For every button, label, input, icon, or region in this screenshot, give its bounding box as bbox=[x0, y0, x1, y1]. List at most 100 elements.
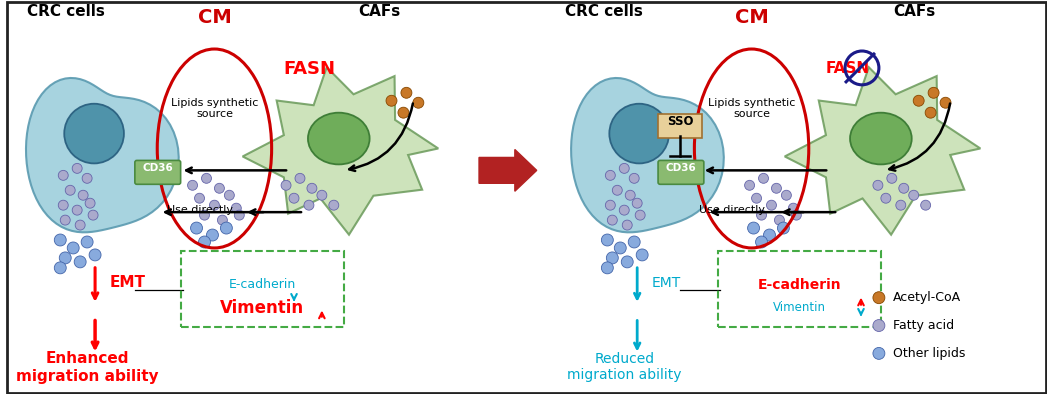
Circle shape bbox=[612, 185, 622, 195]
Circle shape bbox=[873, 181, 883, 190]
Circle shape bbox=[235, 210, 244, 220]
Polygon shape bbox=[26, 78, 179, 232]
Circle shape bbox=[82, 236, 93, 248]
Circle shape bbox=[788, 203, 798, 213]
Circle shape bbox=[606, 252, 619, 264]
Text: SSO: SSO bbox=[667, 115, 693, 128]
Circle shape bbox=[88, 210, 98, 220]
Polygon shape bbox=[243, 67, 439, 235]
Circle shape bbox=[748, 222, 759, 234]
Text: Fatty acid: Fatty acid bbox=[893, 319, 954, 332]
Circle shape bbox=[605, 170, 616, 181]
Circle shape bbox=[744, 181, 755, 190]
FancyArrow shape bbox=[480, 149, 537, 191]
Circle shape bbox=[289, 193, 299, 203]
Circle shape bbox=[896, 200, 906, 210]
Circle shape bbox=[757, 210, 766, 220]
Circle shape bbox=[89, 249, 102, 261]
Circle shape bbox=[887, 173, 897, 183]
Text: Vimentin: Vimentin bbox=[220, 299, 305, 317]
Circle shape bbox=[772, 183, 781, 193]
Circle shape bbox=[607, 215, 618, 225]
Ellipse shape bbox=[64, 104, 124, 164]
Circle shape bbox=[625, 190, 636, 200]
Text: Acetyl-CoA: Acetyl-CoA bbox=[893, 291, 961, 304]
Circle shape bbox=[763, 229, 776, 241]
Ellipse shape bbox=[850, 113, 912, 164]
Circle shape bbox=[221, 222, 232, 234]
Circle shape bbox=[873, 320, 885, 331]
Text: Use directly: Use directly bbox=[166, 205, 232, 215]
Circle shape bbox=[632, 198, 642, 208]
Circle shape bbox=[601, 234, 614, 246]
Circle shape bbox=[231, 203, 241, 213]
Circle shape bbox=[621, 256, 633, 268]
Circle shape bbox=[636, 210, 645, 220]
Text: CD36: CD36 bbox=[142, 164, 173, 173]
Circle shape bbox=[928, 87, 939, 98]
Text: CM: CM bbox=[198, 8, 231, 27]
Circle shape bbox=[307, 183, 317, 193]
Circle shape bbox=[898, 183, 909, 193]
Circle shape bbox=[781, 190, 792, 200]
Circle shape bbox=[85, 198, 95, 208]
Circle shape bbox=[401, 87, 411, 98]
Circle shape bbox=[873, 348, 885, 359]
FancyBboxPatch shape bbox=[659, 160, 704, 184]
Circle shape bbox=[881, 193, 891, 203]
Text: CAFs: CAFs bbox=[893, 4, 935, 19]
Circle shape bbox=[398, 107, 409, 118]
Circle shape bbox=[60, 252, 71, 264]
Text: E-cadherin: E-cadherin bbox=[758, 278, 841, 292]
Circle shape bbox=[629, 173, 639, 183]
Circle shape bbox=[329, 200, 339, 210]
Circle shape bbox=[622, 220, 632, 230]
Text: Enhanced
migration ability: Enhanced migration ability bbox=[16, 351, 158, 384]
Circle shape bbox=[195, 193, 204, 203]
Circle shape bbox=[628, 236, 640, 248]
Circle shape bbox=[54, 262, 66, 274]
Circle shape bbox=[79, 190, 88, 200]
Text: Other lipids: Other lipids bbox=[893, 347, 965, 360]
Circle shape bbox=[67, 242, 80, 254]
Circle shape bbox=[200, 210, 209, 220]
Text: CRC cells: CRC cells bbox=[564, 4, 643, 19]
Circle shape bbox=[218, 215, 227, 225]
Circle shape bbox=[615, 242, 626, 254]
Text: CRC cells: CRC cells bbox=[27, 4, 106, 19]
Circle shape bbox=[775, 215, 784, 225]
Circle shape bbox=[601, 262, 614, 274]
Circle shape bbox=[909, 190, 918, 200]
Text: Use directly: Use directly bbox=[698, 205, 764, 215]
Circle shape bbox=[201, 173, 211, 183]
Circle shape bbox=[59, 200, 68, 210]
Circle shape bbox=[926, 107, 936, 118]
Ellipse shape bbox=[308, 113, 370, 164]
Circle shape bbox=[281, 181, 291, 190]
Circle shape bbox=[317, 190, 327, 200]
Circle shape bbox=[778, 222, 789, 234]
Circle shape bbox=[386, 95, 397, 106]
Circle shape bbox=[756, 236, 767, 248]
Text: Vimentin: Vimentin bbox=[773, 301, 826, 314]
Circle shape bbox=[65, 185, 75, 195]
Circle shape bbox=[752, 193, 761, 203]
Circle shape bbox=[209, 200, 220, 210]
Circle shape bbox=[619, 164, 629, 173]
Circle shape bbox=[206, 229, 219, 241]
Circle shape bbox=[913, 95, 925, 106]
FancyBboxPatch shape bbox=[659, 114, 701, 137]
FancyBboxPatch shape bbox=[135, 160, 181, 184]
Circle shape bbox=[187, 181, 198, 190]
Text: CAFs: CAFs bbox=[359, 4, 401, 19]
Circle shape bbox=[920, 200, 931, 210]
Circle shape bbox=[605, 200, 616, 210]
Circle shape bbox=[792, 210, 801, 220]
Circle shape bbox=[224, 190, 235, 200]
Text: Lipids synthetic
source: Lipids synthetic source bbox=[171, 98, 259, 120]
Circle shape bbox=[215, 183, 224, 193]
Circle shape bbox=[413, 97, 424, 108]
Text: CD36: CD36 bbox=[666, 164, 696, 173]
Circle shape bbox=[873, 292, 885, 304]
Ellipse shape bbox=[609, 104, 669, 164]
